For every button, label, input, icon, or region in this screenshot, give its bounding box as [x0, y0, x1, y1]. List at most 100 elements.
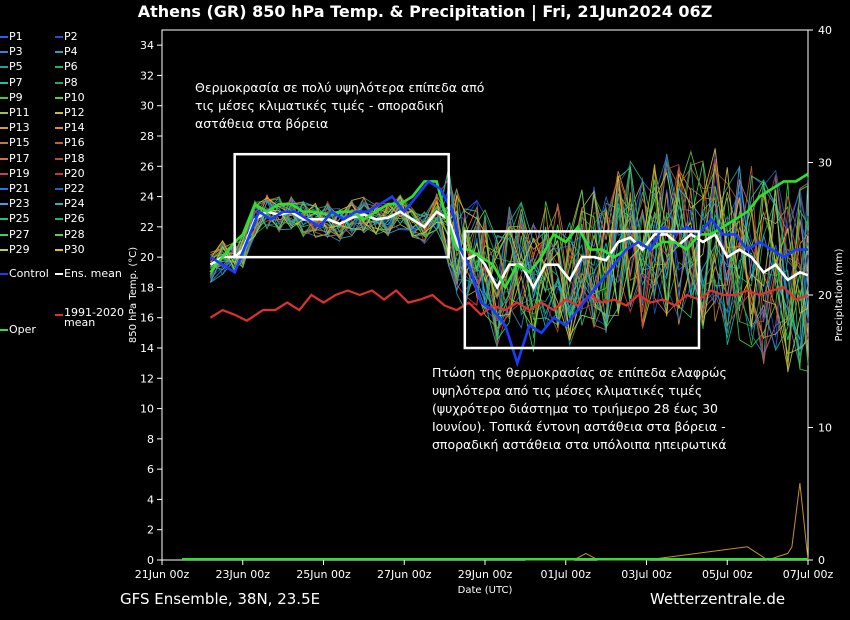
- x-axis-label: Date (UTC): [458, 585, 513, 596]
- legend-swatch: [55, 188, 63, 190]
- legend-label: P19: [9, 166, 30, 180]
- series-1991-2020-mean: [209, 286, 809, 322]
- legend-swatch: [0, 218, 8, 221]
- legend-label: P23: [9, 197, 30, 211]
- y2-tick-label: 40: [818, 24, 832, 37]
- legend-swatch: [55, 203, 63, 206]
- annotation-bottom: Πτώση της θερμοκρασίας σε επίπεδα ελαφρώ…: [432, 365, 727, 452]
- y-axis-label: 850 hPa Temp. (°C): [128, 247, 139, 343]
- x-tick-label: 29Jun 00z: [458, 568, 513, 581]
- y2-tick-label: 0: [818, 554, 825, 567]
- legend-label: P7: [9, 75, 23, 89]
- legend-label: P29: [9, 242, 30, 256]
- highlight-box-1: [233, 152, 450, 259]
- member-line-p19: [210, 165, 809, 358]
- legend-swatch: [55, 142, 63, 145]
- member-line-p22: [209, 163, 809, 327]
- legend-label: P21: [9, 182, 30, 195]
- legend-label: P24: [64, 197, 85, 211]
- y-tick-label: 28: [140, 130, 154, 143]
- legend-swatch: [55, 314, 63, 317]
- y-tick-label: 6: [147, 463, 154, 476]
- legend-label: P14: [64, 121, 85, 135]
- legend-swatch: [55, 112, 63, 114]
- annotation-top: Θερμοκρασία σε πολύ υψηλότερα επίπεδα απ…: [195, 80, 485, 131]
- legend-label: 1991-2020 mean: [64, 306, 124, 330]
- legend-swatch: [55, 81, 63, 84]
- legend-swatch: [55, 127, 63, 130]
- legend: P1 P2 P3 P4 P5 P6 P7 P8 P9 P10 P11 P12 P13 P14 P15 P16 P…: [0, 30, 130, 336]
- precip-line: [525, 483, 809, 561]
- legend-swatch: [0, 233, 8, 236]
- y2-axis-label: Precipitation (mm): [834, 248, 845, 341]
- legend-label: P5: [9, 60, 23, 74]
- legend-swatch: [0, 51, 8, 54]
- legend-swatch: [0, 188, 8, 190]
- legend-label: P22: [64, 182, 85, 195]
- x-tick-label: 25Jun 00z: [296, 568, 351, 581]
- member-line-p27: [210, 162, 809, 362]
- y-tick-label: 12: [140, 372, 154, 385]
- legend-swatch: [0, 248, 8, 251]
- legend-label: P15: [9, 136, 30, 150]
- y-tick-label: 20: [140, 251, 154, 264]
- legend-swatch: [55, 96, 63, 99]
- y-tick-label: 22: [140, 221, 154, 234]
- legend-swatch: [0, 329, 8, 332]
- footer-right: Wetterzentrale.de: [650, 590, 786, 608]
- series-oper: [209, 172, 809, 291]
- legend-label: P26: [64, 212, 85, 226]
- y-tick-label: 32: [140, 69, 154, 82]
- legend-label: Ens. mean: [64, 267, 122, 281]
- legend-label: P9: [9, 90, 23, 104]
- member-line-p15: [210, 160, 809, 340]
- y2-tick-label: 10: [818, 422, 832, 435]
- legend-label: P27: [9, 227, 30, 241]
- legend-swatch: [55, 51, 63, 54]
- legend-label: P20: [64, 166, 85, 180]
- member-line-p30: [210, 148, 809, 342]
- chart-title: Athens (GR) 850 hPa Temp. & Precipitatio…: [137, 2, 713, 21]
- legend-label: P2: [64, 30, 78, 43]
- x-tick-label: 21Jun 00z: [135, 568, 190, 581]
- legend-swatch: [0, 36, 8, 38]
- legend-swatch: [0, 66, 8, 69]
- legend-label: P12: [64, 106, 85, 119]
- highlight-box-2: [463, 230, 701, 350]
- member-line-p21: [210, 155, 809, 349]
- legend-label: P17: [9, 151, 30, 165]
- legend-label: P28: [64, 227, 85, 241]
- member-line-p9: [210, 167, 809, 372]
- legend-swatch: [55, 273, 63, 276]
- x-tick-label: 01Jul 00z: [540, 568, 591, 581]
- series-control: [209, 179, 808, 368]
- y-tick-label: 0: [147, 554, 154, 567]
- y-tick-label: 24: [140, 191, 154, 204]
- x-tick-label: 27Jun 00z: [377, 568, 432, 581]
- legend-label: P8: [64, 75, 78, 89]
- y-tick-label: 4: [147, 493, 154, 506]
- legend-swatch: [55, 248, 63, 251]
- legend-swatch: [0, 203, 8, 206]
- y-tick-label: 34: [140, 39, 154, 52]
- x-tick-label: 05Jul 00z: [702, 568, 753, 581]
- legend-label: P4: [64, 45, 78, 59]
- legend-swatch: [55, 233, 63, 236]
- y-tick-label: 8: [147, 433, 154, 446]
- legend-swatch: [0, 127, 8, 130]
- y-tick-label: 18: [140, 281, 154, 294]
- legend-swatch: [0, 273, 8, 276]
- member-line-p3: [210, 163, 809, 367]
- legend-label: P3: [9, 45, 23, 59]
- legend-swatch: [55, 36, 63, 38]
- member-line-p29: [209, 167, 809, 373]
- y2-tick-label: 20: [818, 289, 832, 302]
- x-tick-label: 03Jul 00z: [621, 568, 672, 581]
- y-tick-label: 14: [140, 342, 154, 355]
- legend-label: P25: [9, 212, 30, 226]
- legend-label: P18: [64, 151, 85, 165]
- x-tick-label: 07Jul 00z: [783, 568, 834, 581]
- y-tick-label: 16: [140, 312, 154, 325]
